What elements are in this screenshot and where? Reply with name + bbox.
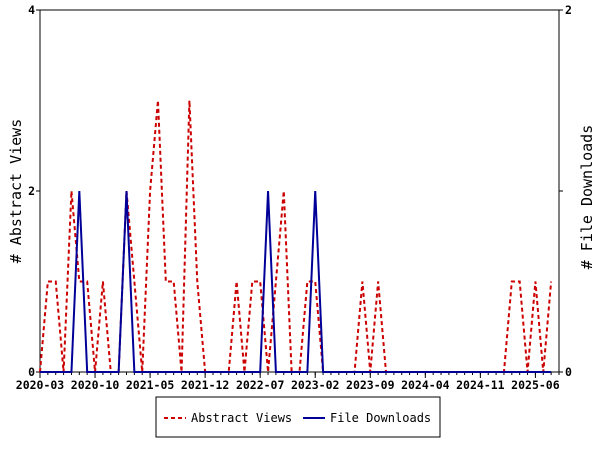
y-left-tick-label: 4 [28, 3, 35, 17]
plot-area [39, 9, 560, 373]
y-left-tick-label: 0 [28, 365, 35, 379]
y-right-tick-label: 0 [565, 365, 572, 379]
x-tick-label: 2020-03 [16, 378, 65, 392]
series-layer [39, 100, 553, 373]
x-tick-label: 2021-05 [126, 378, 175, 392]
x-tick-label: 2024-11 [456, 378, 505, 392]
series-line-file-downloads [40, 190, 552, 373]
y-axis-ticks: 0 2 4 0 2 [28, 3, 572, 379]
x-tick-label: 2023-09 [346, 378, 395, 392]
y-right-tick-label: 2 [565, 3, 572, 17]
x-tick-label: 2023-02 [291, 378, 339, 392]
x-tick-label: 2025-06 [511, 378, 560, 392]
legend-box [155, 396, 441, 438]
y-axis-left-title: # Abstract Views [7, 119, 25, 264]
x-tick-label: 2022-07 [236, 378, 285, 392]
x-tick-label: 2021-12 [181, 378, 229, 392]
y-axis-right-title: # File Downloads [578, 125, 596, 270]
x-axis-ticks: 2020-03 2020-10 2021-05 2021-12 2022-07 2023-… [16, 372, 560, 392]
x-tick-label: 2024-04 [401, 378, 450, 392]
y-left-tick-label: 2 [28, 184, 35, 198]
legend-label-file-downloads: File Downloads [330, 411, 431, 425]
x-tick-label: 2020-10 [71, 378, 120, 392]
legend-label-abstract-views: Abstract Views [191, 411, 292, 425]
legend: Abstract Views File Downloads [155, 396, 441, 438]
